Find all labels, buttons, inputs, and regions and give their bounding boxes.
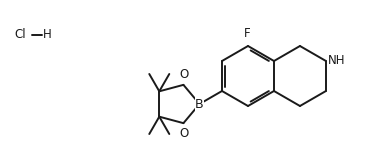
Text: H: H [43,29,52,41]
Text: B: B [195,97,204,111]
Text: NH: NH [328,54,346,67]
Text: Cl: Cl [14,29,26,41]
Text: O: O [180,68,189,81]
Text: O: O [180,127,189,140]
Text: F: F [244,27,250,40]
